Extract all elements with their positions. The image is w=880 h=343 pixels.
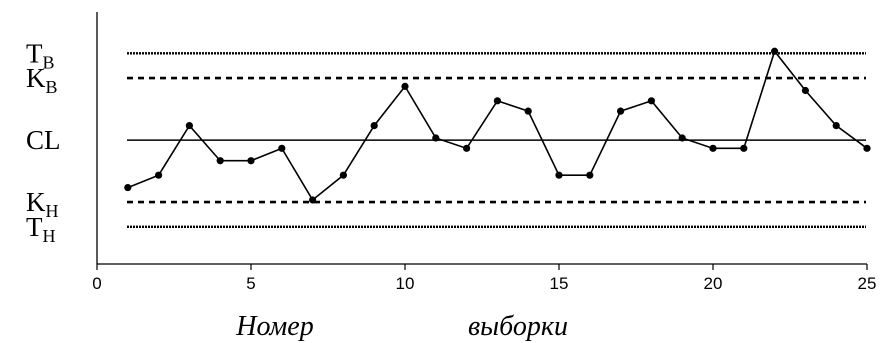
x-tick-label-1: 5 xyxy=(246,274,255,293)
data-point-15 xyxy=(555,171,563,179)
data-point-5 xyxy=(247,157,255,165)
data-point-21 xyxy=(740,144,748,152)
x-tick-label-5: 25 xyxy=(858,274,877,293)
data-point-14 xyxy=(524,107,532,115)
data-point-10 xyxy=(401,82,409,90)
x-tick-label-4: 20 xyxy=(704,274,723,293)
control-line-label-3: KH xyxy=(26,187,59,221)
data-point-4 xyxy=(216,157,224,165)
data-point-12 xyxy=(463,144,471,152)
data-series xyxy=(124,47,871,204)
data-point-24 xyxy=(832,122,840,130)
control-line-label-sub-4: H xyxy=(43,226,56,246)
data-point-3 xyxy=(185,122,193,130)
x-tick-label-0: 0 xyxy=(92,274,101,293)
x-axis-title-word-2: выборки xyxy=(468,311,568,342)
x-tick-label-2: 10 xyxy=(396,274,415,293)
data-point-1 xyxy=(124,183,132,192)
data-point-19 xyxy=(678,134,686,142)
control-lines xyxy=(127,52,866,229)
x-tick-label-3: 15 xyxy=(550,274,569,293)
data-point-2 xyxy=(155,171,163,179)
control-line-label-sub-0: B xyxy=(43,52,55,72)
control-line-label-main-4: T xyxy=(26,212,43,242)
data-point-22 xyxy=(771,47,779,55)
data-point-8 xyxy=(339,171,347,179)
control-line-label-main-1: K xyxy=(26,63,46,93)
control-line-label-sub-3: H xyxy=(46,201,59,221)
data-point-17 xyxy=(617,107,625,115)
data-point-23 xyxy=(801,86,810,95)
x-ticks: 0 5 10 15 20 25 xyxy=(92,264,876,293)
data-point-9 xyxy=(370,122,378,130)
series-line-0 xyxy=(127,49,868,202)
control-line-label-0: TB xyxy=(26,38,55,72)
data-point-11 xyxy=(432,134,440,142)
control-line-label-main-0: T xyxy=(26,38,43,68)
data-point-6 xyxy=(278,144,286,152)
control-line-label-2: CL xyxy=(26,125,61,155)
data-point-25 xyxy=(863,144,871,152)
control-line-label-sub-1: B xyxy=(46,77,58,97)
control-line-label-main-2: CL xyxy=(26,125,61,155)
control-line-label-1: KB xyxy=(26,63,58,97)
x-axis-title-word-1: Номер xyxy=(235,311,313,342)
control-line-label-main-3: K xyxy=(26,187,46,217)
data-point-7 xyxy=(309,196,317,204)
data-point-18 xyxy=(647,97,656,105)
data-point-20 xyxy=(709,144,717,152)
data-point-16 xyxy=(586,171,594,179)
control-line-label-4: TH xyxy=(26,212,56,246)
data-point-13 xyxy=(493,97,501,105)
